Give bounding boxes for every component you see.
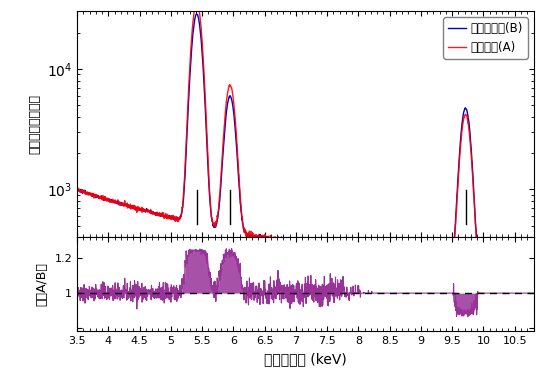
照射領域外(B) [433,250,440,255]
针の領域(A) [518,250,524,255]
Text: Cr K$_\beta$: Cr K$_\beta$ [213,247,247,263]
针の領域(A) [193,0,200,5]
针の領域(A) [530,250,537,255]
针の領域(A) [284,238,290,243]
照射領域外(B) [74,187,80,192]
针の領域(A) [316,250,323,255]
X-axis label: エネルギー (keV): エネルギー (keV) [264,352,346,366]
针の領域(A) [97,195,103,200]
照射領域外(B) [517,250,524,255]
照射領域外(B) [331,250,338,255]
针の領域(A) [517,250,524,255]
Y-axis label: 面積補正した強度: 面積補正した強度 [28,94,41,154]
Legend: 照射領域外(B), 针の領域(A): 照射領域外(B), 针の領域(A) [443,17,527,59]
照射領域外(B) [296,240,303,245]
照射領域外(B) [194,12,200,16]
Line: 照射領域外(B): 照射領域外(B) [77,14,534,252]
Text: Cr K$_\alpha$: Cr K$_\alpha$ [180,247,213,261]
针の領域(A) [296,243,303,248]
照射領域外(B) [530,250,537,255]
照射領域外(B) [97,196,103,200]
Y-axis label: 比（A/B）: 比（A/B） [36,263,49,306]
Line: 针の領域(A): 针の領域(A) [77,3,534,252]
针の領域(A) [74,187,80,191]
照射領域外(B) [284,241,290,245]
针の領域(A) [433,250,440,255]
Text: Au L$_\alpha$: Au L$_\alpha$ [448,247,483,261]
照射領域外(B) [518,250,524,255]
